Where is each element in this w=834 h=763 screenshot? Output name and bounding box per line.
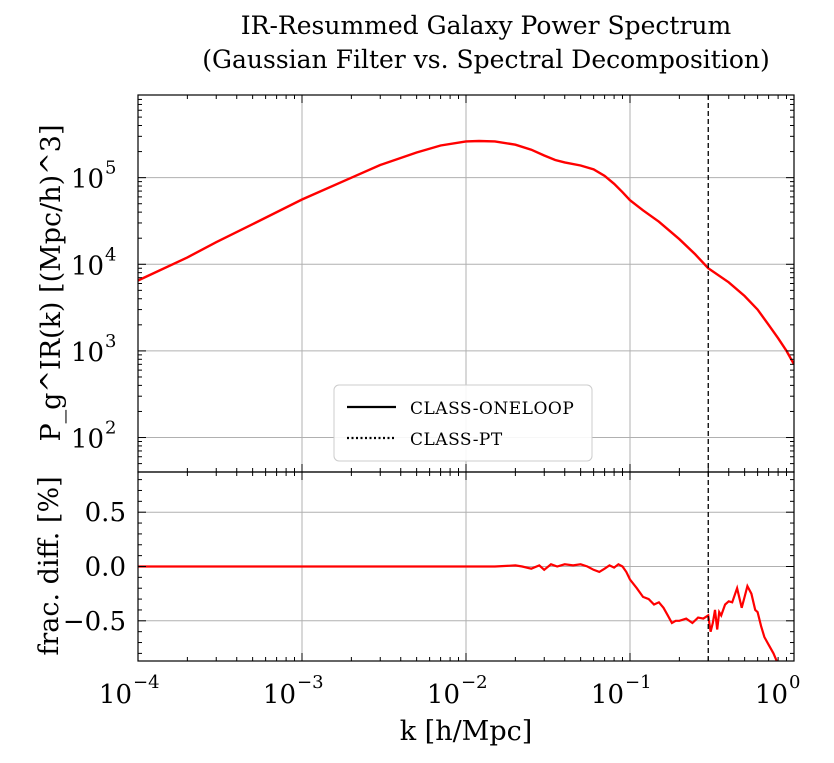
legend-label-class-pt: CLASS-PT — [410, 430, 503, 450]
top-ytick-label-base: 10 — [71, 165, 104, 195]
xtick-label-exp: −1 — [625, 672, 652, 693]
xtick-label-base: 10 — [591, 680, 624, 710]
chart-title: IR-Resummed Galaxy Power Spectrum — [241, 11, 732, 40]
top-ytick-label-exp: 3 — [105, 331, 116, 352]
top-ylabel-text: P_g^IR(k) [(Mpc/h)^3] — [36, 124, 67, 441]
top-ytick-label-base: 10 — [71, 251, 104, 281]
xtick-label-exp: −2 — [461, 672, 488, 693]
top-ytick-label-exp: 2 — [105, 418, 116, 439]
xlabel: k [h/Mpc] — [400, 716, 533, 747]
legend-box — [333, 384, 593, 462]
top-ytick-label-exp: 5 — [105, 158, 116, 179]
series-line-frac-diff — [138, 562, 778, 661]
bottom-ytick-label: −0.5 — [63, 607, 126, 637]
top-ytick-label-base: 10 — [71, 425, 104, 455]
top-ytick-label-exp: 4 — [105, 244, 116, 265]
xtick-label-base: 10 — [427, 680, 460, 710]
xtick-label-base: 10 — [99, 680, 132, 710]
legend: CLASS-ONELOOP CLASS-PT — [333, 384, 593, 462]
bottom-ylabel: frac. diff. [%] — [34, 476, 65, 655]
xtick-label-base: 10 — [263, 680, 296, 710]
xtick-label-exp: 0 — [789, 672, 800, 693]
xtick-label-exp: −3 — [297, 672, 324, 693]
bottom-ytick-label: 0.5 — [85, 498, 126, 528]
bottom-ytick-label: 0.0 — [85, 553, 126, 583]
chart-subtitle: (Gaussian Filter vs. Spectral Decomposit… — [202, 45, 769, 74]
legend-label-class-oneloop: CLASS-ONELOOP — [410, 399, 574, 419]
bottom-ticks: 10 −4 10 −3 10 −2 10 −1 10 00.50.0−0.5 — [63, 472, 800, 710]
xtick-label-base: 10 — [755, 680, 788, 710]
bottom-panel: 10 −4 10 −3 10 −2 10 −1 10 00.50.0−0.5 frac. diff… — [34, 471, 800, 747]
series-line-class-oneloop — [138, 139, 794, 365]
top-grid — [138, 95, 794, 472]
xtick-label-exp: −4 — [133, 672, 160, 693]
bottom-ylabel-text: frac. diff. [%] — [34, 476, 65, 655]
bottom-axes-frame — [137, 471, 795, 662]
top-ytick-label-base: 10 — [71, 338, 104, 368]
top-ylabel: P_g^IR(k) [(Mpc/h)^3] — [36, 124, 67, 441]
